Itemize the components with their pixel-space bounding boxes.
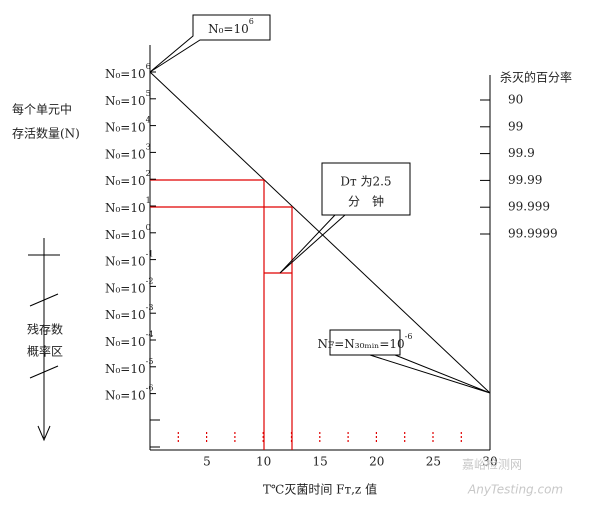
label: N₀=10-4 xyxy=(105,330,153,349)
exponent: 2 xyxy=(146,169,151,178)
base: N₀=10 xyxy=(105,254,146,268)
right-label: 99 xyxy=(508,119,523,133)
right-label: 99.9999 xyxy=(508,227,558,241)
exponent: -4 xyxy=(146,330,154,339)
base: N₀=10 xyxy=(105,308,146,322)
watermark: AnyTesting.com xyxy=(467,483,563,497)
exponent: -3 xyxy=(146,303,154,312)
right-label: 99.9 xyxy=(508,146,535,160)
label: N₀=10-2 xyxy=(105,276,153,295)
survival-line xyxy=(149,71,491,394)
callout-text: Dт 为2.5 xyxy=(340,175,391,189)
base: N₀=10 xyxy=(105,388,146,402)
label: N₀=101 xyxy=(105,196,151,215)
label: N₀=102 xyxy=(105,169,151,188)
label: N₀=104 xyxy=(105,116,151,135)
pointer xyxy=(369,354,491,394)
exponent: 6 xyxy=(249,17,254,26)
left-title: 存活数量(N) xyxy=(12,126,80,141)
base: N₀=10 xyxy=(105,281,146,295)
callout xyxy=(321,162,411,216)
pointer xyxy=(279,214,346,274)
side-label: 概率区 xyxy=(27,344,63,359)
watermark: 嘉峪检测网 xyxy=(462,457,522,472)
label: N₀=106 xyxy=(208,17,254,36)
label: N₀=106 xyxy=(105,62,151,81)
slash xyxy=(29,293,59,307)
label: N₀=10-6 xyxy=(105,384,153,403)
base: N₀=10 xyxy=(105,335,146,349)
exponent: 5 xyxy=(146,89,151,98)
base: N₀=10 xyxy=(105,201,146,215)
guide xyxy=(150,206,293,450)
base: N₀=10 xyxy=(105,174,146,188)
exponent: -6 xyxy=(405,332,413,341)
label: N₀=103 xyxy=(105,142,151,161)
base: N₀=10 xyxy=(105,147,146,161)
label: Nꜰ=N₃₀ₘᵢₙ=10-6 xyxy=(318,332,413,351)
exponent: 3 xyxy=(146,142,151,151)
exponent: 4 xyxy=(146,116,151,125)
right-label: 90 xyxy=(508,93,523,107)
right-title: 杀灭的百分率 xyxy=(500,70,572,85)
x-tick-label: 15 xyxy=(313,455,328,469)
exponent: -1 xyxy=(146,250,154,259)
side-label: 残存数 xyxy=(27,322,63,337)
exponent: 6 xyxy=(146,62,151,71)
base: N₀=10 xyxy=(105,227,146,241)
x-tick-label: 10 xyxy=(256,455,271,469)
exponent: -2 xyxy=(146,276,154,285)
label: N₀=10-5 xyxy=(105,357,153,376)
x-tick-label: 5 xyxy=(203,455,211,469)
base: N₀=10 xyxy=(105,120,146,134)
right-label: 99.999 xyxy=(508,200,550,214)
x-tick-label: 30 xyxy=(482,455,497,469)
arrowhead xyxy=(37,425,51,442)
callout xyxy=(149,14,271,73)
x-tick-label: 20 xyxy=(369,455,384,469)
base: N₀=10 xyxy=(105,93,146,107)
exponent: 1 xyxy=(146,196,151,205)
exponent: 0 xyxy=(146,223,151,232)
label: N₀=10-3 xyxy=(105,303,153,322)
x-title: T℃灭菌时间 Fт,z 值 xyxy=(263,482,377,497)
base: N₀=10 xyxy=(208,22,249,36)
guide xyxy=(150,179,265,450)
slash xyxy=(29,365,59,379)
base: N₀=10 xyxy=(105,361,146,375)
exponent: -6 xyxy=(146,384,154,393)
x-tick-label: 25 xyxy=(426,455,441,469)
base: Nꜰ=N₃₀ₘᵢₙ=10 xyxy=(318,337,405,351)
label: N₀=100 xyxy=(105,223,151,242)
label: N₀=105 xyxy=(105,89,151,108)
callout-text: 分 钟 xyxy=(348,194,384,209)
callout xyxy=(329,329,401,356)
left-title: 每个单元中 xyxy=(12,102,72,117)
base: N₀=10 xyxy=(105,67,146,81)
exponent: -5 xyxy=(146,357,154,366)
right-label: 99.99 xyxy=(508,173,542,187)
label: N₀=10-1 xyxy=(105,250,153,269)
